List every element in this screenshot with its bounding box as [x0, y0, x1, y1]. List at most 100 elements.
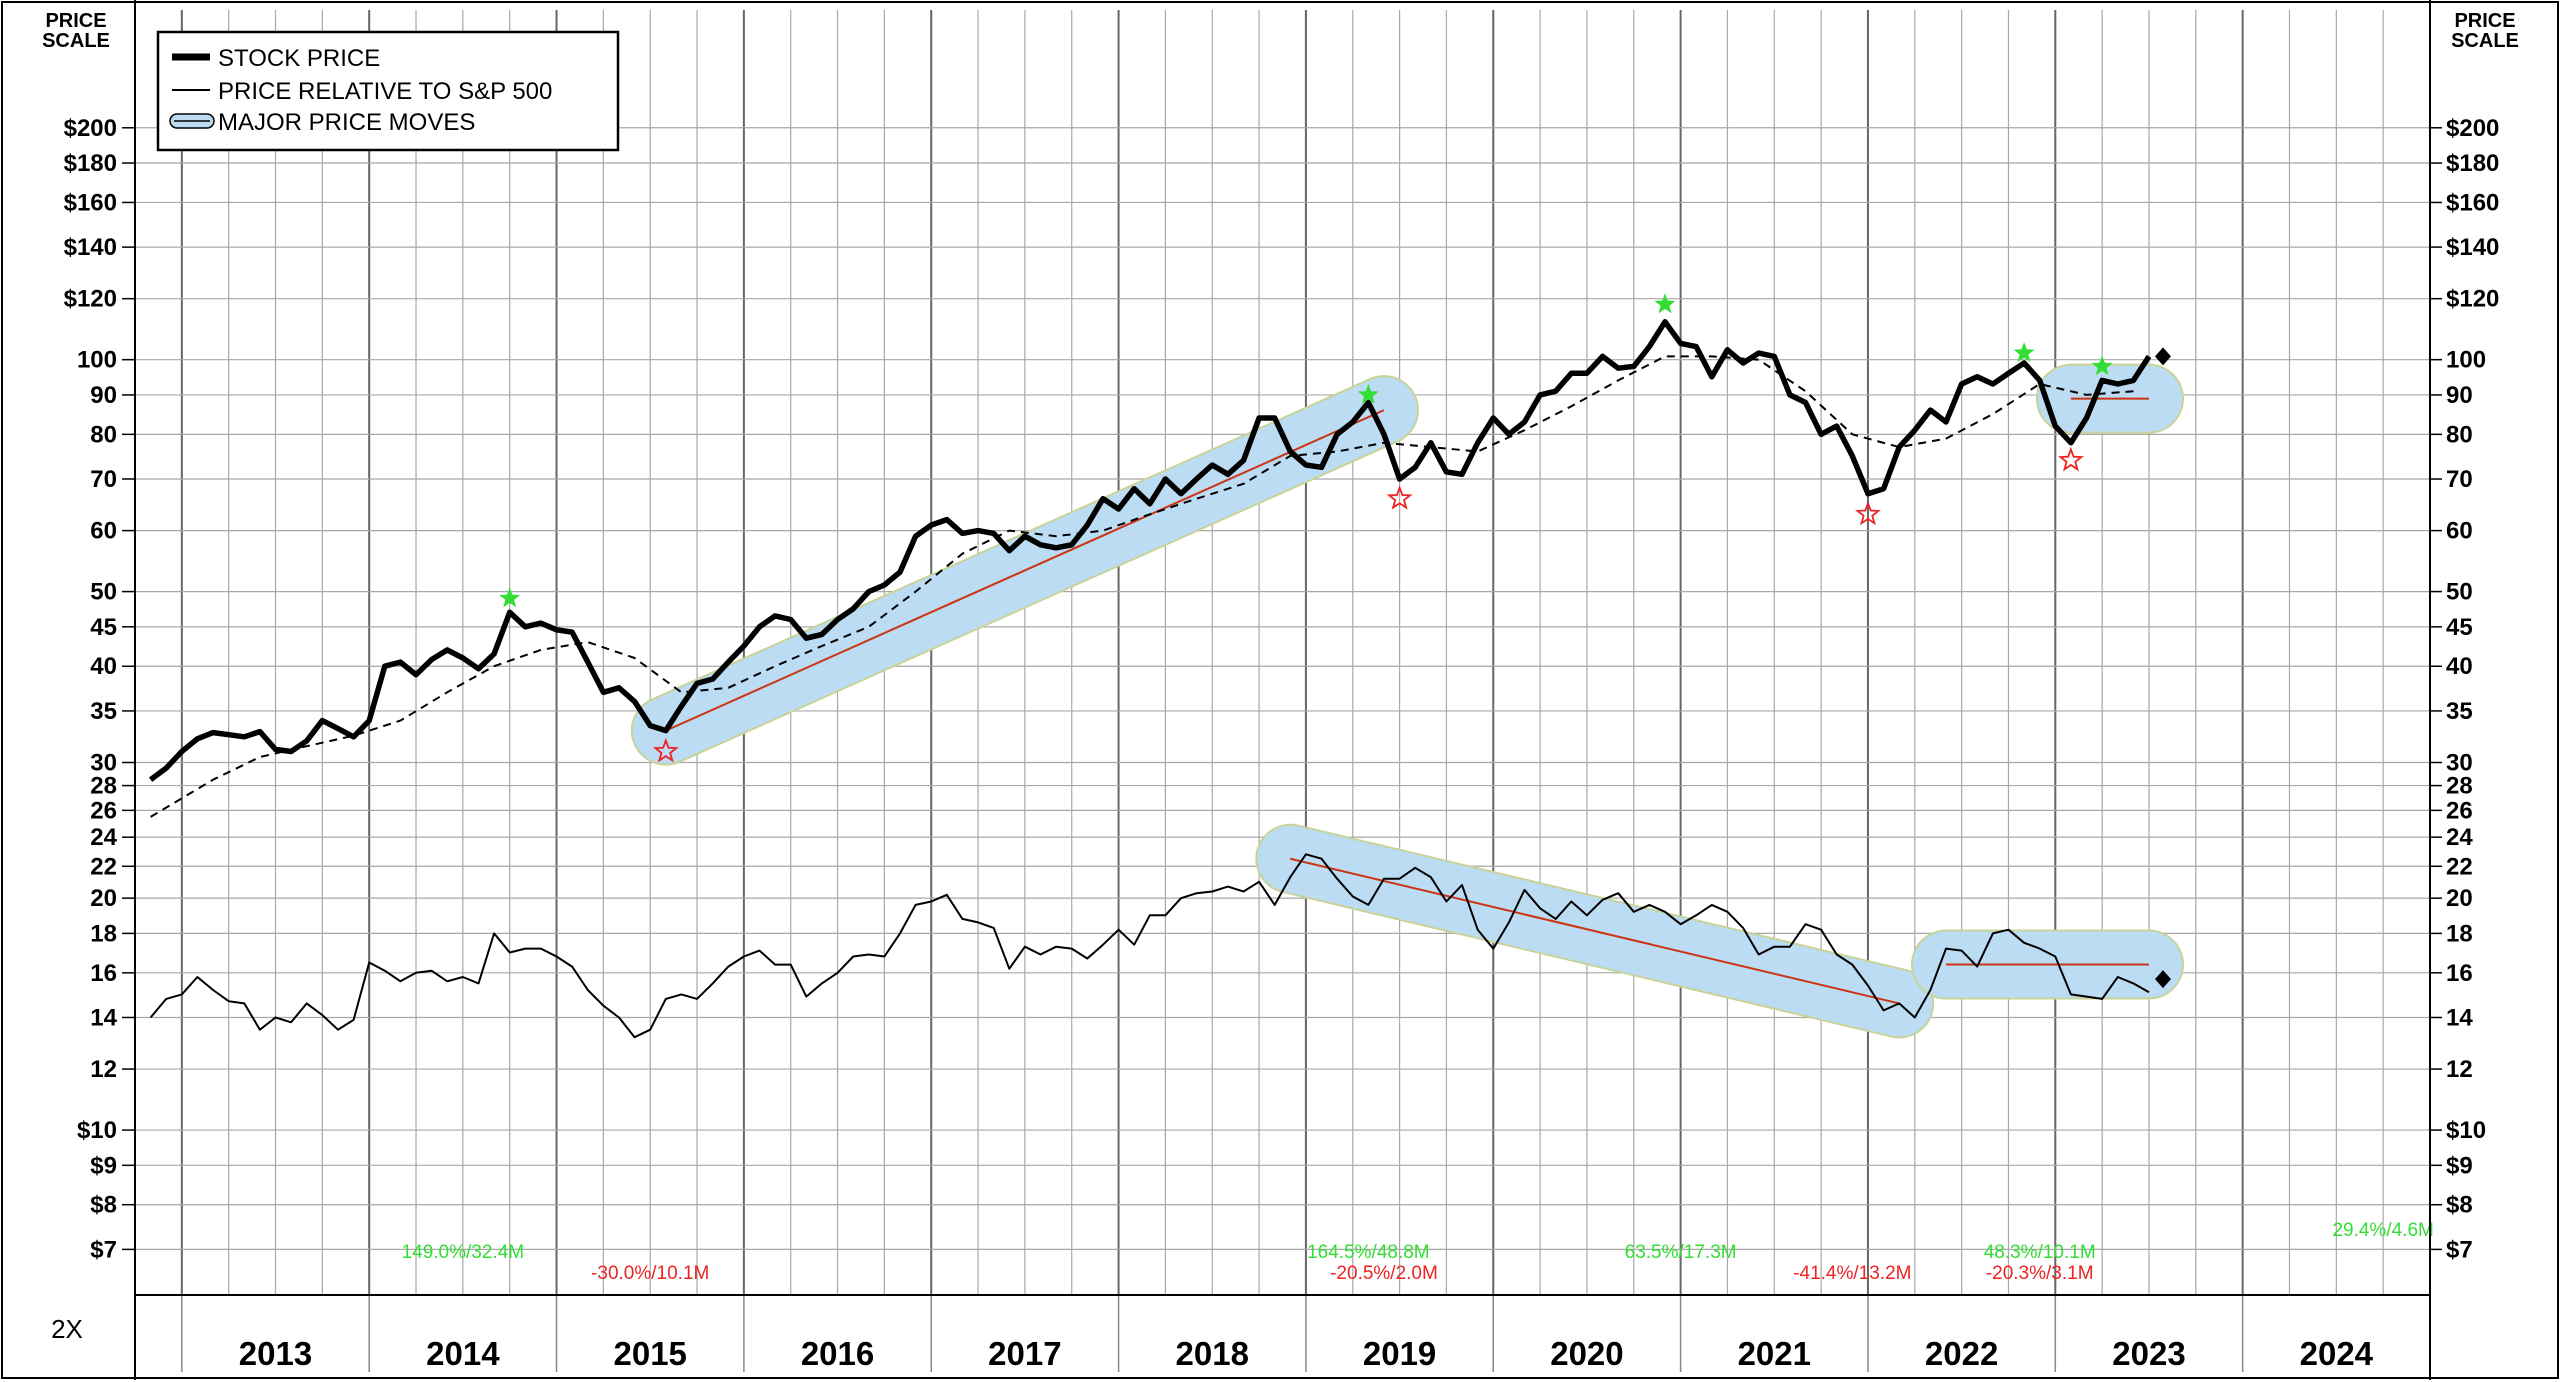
right-price-tick-label: 50: [2446, 579, 2473, 606]
high-star-marker: [1654, 293, 1676, 314]
legend-relative-price: PRICE RELATIVE TO S&P 500: [218, 78, 552, 105]
high-star-marker: [2013, 342, 2035, 362]
turning-point-markers: [499, 293, 2113, 763]
left-price-tick-label: 70: [90, 466, 117, 493]
move-annotation: 29.4%/4.6M: [2332, 1220, 2433, 1241]
legend-stock-price: STOCK PRICE: [218, 45, 380, 72]
series-lines: [148, 319, 2171, 1039]
major-price-move-bands: [630, 363, 2184, 1039]
trend-line-up: [665, 409, 1385, 732]
left-price-tick-label: $120: [64, 286, 117, 313]
left-price-tick-label: 22: [90, 853, 117, 880]
grid: [134, 10, 2431, 1372]
high-star-marker: [2091, 355, 2113, 376]
right-price-tick-label: 40: [2446, 653, 2473, 680]
low-star-marker: [1386, 485, 1413, 510]
left-price-tick-label: $200: [64, 115, 117, 142]
left-price-tick-label: 14: [90, 1004, 117, 1031]
left-price-tick-label: 28: [90, 773, 117, 800]
year-label: 2024: [2300, 1335, 2374, 1372]
right-price-tick-label: 28: [2446, 773, 2473, 800]
series-thick-line: [148, 319, 2152, 782]
low-star-marker: [2058, 446, 2084, 472]
left-price-tick-label: 60: [90, 518, 117, 545]
zoom-label: 2X: [51, 1314, 83, 1344]
legend-major-moves: MAJOR PRICE MOVES: [218, 109, 475, 136]
year-label: 2013: [239, 1335, 312, 1372]
right-price-tick-label: 12: [2446, 1056, 2473, 1083]
left-price-tick-label: 100: [77, 347, 117, 374]
move-annotation: -41.4%/13.2M: [1793, 1263, 1911, 1284]
low-star-marker: [652, 737, 679, 763]
left-price-tick-label: 45: [90, 614, 117, 641]
left-price-tick-label: $180: [64, 150, 117, 177]
price-scale-word-left: PRICE: [45, 10, 106, 32]
left-price-tick-label: 80: [90, 421, 117, 448]
right-price-tick-label: 26: [2446, 797, 2473, 824]
left-price-tick-label: 24: [90, 824, 117, 851]
right-price-tick-label: 14: [2446, 1004, 2473, 1031]
year-label: 2020: [1550, 1335, 1623, 1372]
left-price-tick-label: $160: [64, 189, 117, 216]
left-price-scale-label: PRICE SCALE: [42, 10, 110, 52]
right-price-tick-label: $120: [2446, 286, 2499, 313]
right-price-tick-label: 90: [2446, 382, 2473, 409]
right-price-tick-label: 60: [2446, 518, 2473, 545]
year-label: 2023: [2112, 1335, 2185, 1372]
left-price-tick-label: 12: [90, 1056, 117, 1083]
move-annotation: -20.5%/2.0M: [1330, 1263, 1438, 1284]
right-price-tick-label: $200: [2446, 115, 2499, 142]
year-label: 2015: [613, 1335, 686, 1372]
move-annotations: 149.0%/32.4M-30.0%/10.1M164.5%/48.8M-20.…: [402, 1220, 2434, 1284]
high-star-marker: [1357, 383, 1379, 404]
series-thin-line: [149, 853, 2150, 1039]
year-label: 2022: [1925, 1335, 1998, 1372]
year-label: 2019: [1363, 1335, 1436, 1372]
year-label: 2018: [1176, 1335, 1249, 1372]
left-price-tick-label: 35: [90, 698, 117, 725]
move-annotation: 164.5%/48.8M: [1307, 1242, 1430, 1263]
right-price-tick-label: 16: [2446, 960, 2473, 987]
price-scale-word-right: PRICE: [2454, 10, 2515, 32]
move-annotation: -30.0%/10.1M: [591, 1263, 709, 1284]
left-price-tick-label: 16: [90, 960, 117, 987]
year-label: 2014: [426, 1335, 500, 1372]
right-price-tick-label: $180: [2446, 150, 2499, 177]
right-price-scale-label: PRICE SCALE: [2451, 10, 2519, 52]
move-annotation: 149.0%/32.4M: [402, 1242, 525, 1263]
axes: $200 $200 $180 $180 $160 $160 $140 $140 $120 $120…: [64, 115, 2500, 1372]
trend-line-down: [1290, 857, 1900, 1005]
move-annotation: 63.5%/17.3M: [1625, 1242, 1737, 1263]
right-price-tick-label: $9: [2446, 1152, 2473, 1179]
right-price-tick-label: 80: [2446, 421, 2473, 448]
left-price-tick-label: 40: [90, 653, 117, 680]
move-annotation: -20.3%/3.1M: [1986, 1263, 2094, 1284]
legend: STOCK PRICE PRICE RELATIVE TO S&P 500 MA…: [156, 30, 620, 152]
series-dashed-line: [150, 355, 2134, 818]
high-star-marker: [499, 587, 521, 608]
right-price-tick-label: $7: [2446, 1236, 2473, 1263]
scale-word-right: SCALE: [2451, 30, 2519, 52]
left-price-tick-label: 30: [90, 749, 117, 776]
left-price-tick-label: $7: [90, 1236, 117, 1263]
right-price-tick-label: $160: [2446, 189, 2499, 216]
left-price-tick-label: 26: [90, 797, 117, 824]
right-price-tick-label: 20: [2446, 885, 2473, 912]
right-price-tick-label: 30: [2446, 749, 2473, 776]
left-price-tick-label: $10: [77, 1117, 117, 1144]
right-price-tick-label: 100: [2446, 347, 2486, 374]
year-label: 2021: [1738, 1335, 1811, 1372]
right-price-tick-label: 45: [2446, 614, 2473, 641]
move-annotation: 48.3%/10.1M: [1984, 1242, 2096, 1263]
right-price-tick-label: $10: [2446, 1117, 2486, 1144]
right-price-tick-label: 18: [2446, 920, 2473, 947]
last-value-diamond: [2154, 970, 2171, 989]
scale-word-left: SCALE: [42, 30, 110, 52]
left-price-tick-label: 90: [90, 382, 117, 409]
right-price-tick-label: $8: [2446, 1192, 2473, 1219]
left-price-tick-label: $8: [90, 1192, 117, 1219]
left-price-tick-label: $9: [90, 1152, 117, 1179]
low-star-marker: [1855, 500, 1881, 526]
